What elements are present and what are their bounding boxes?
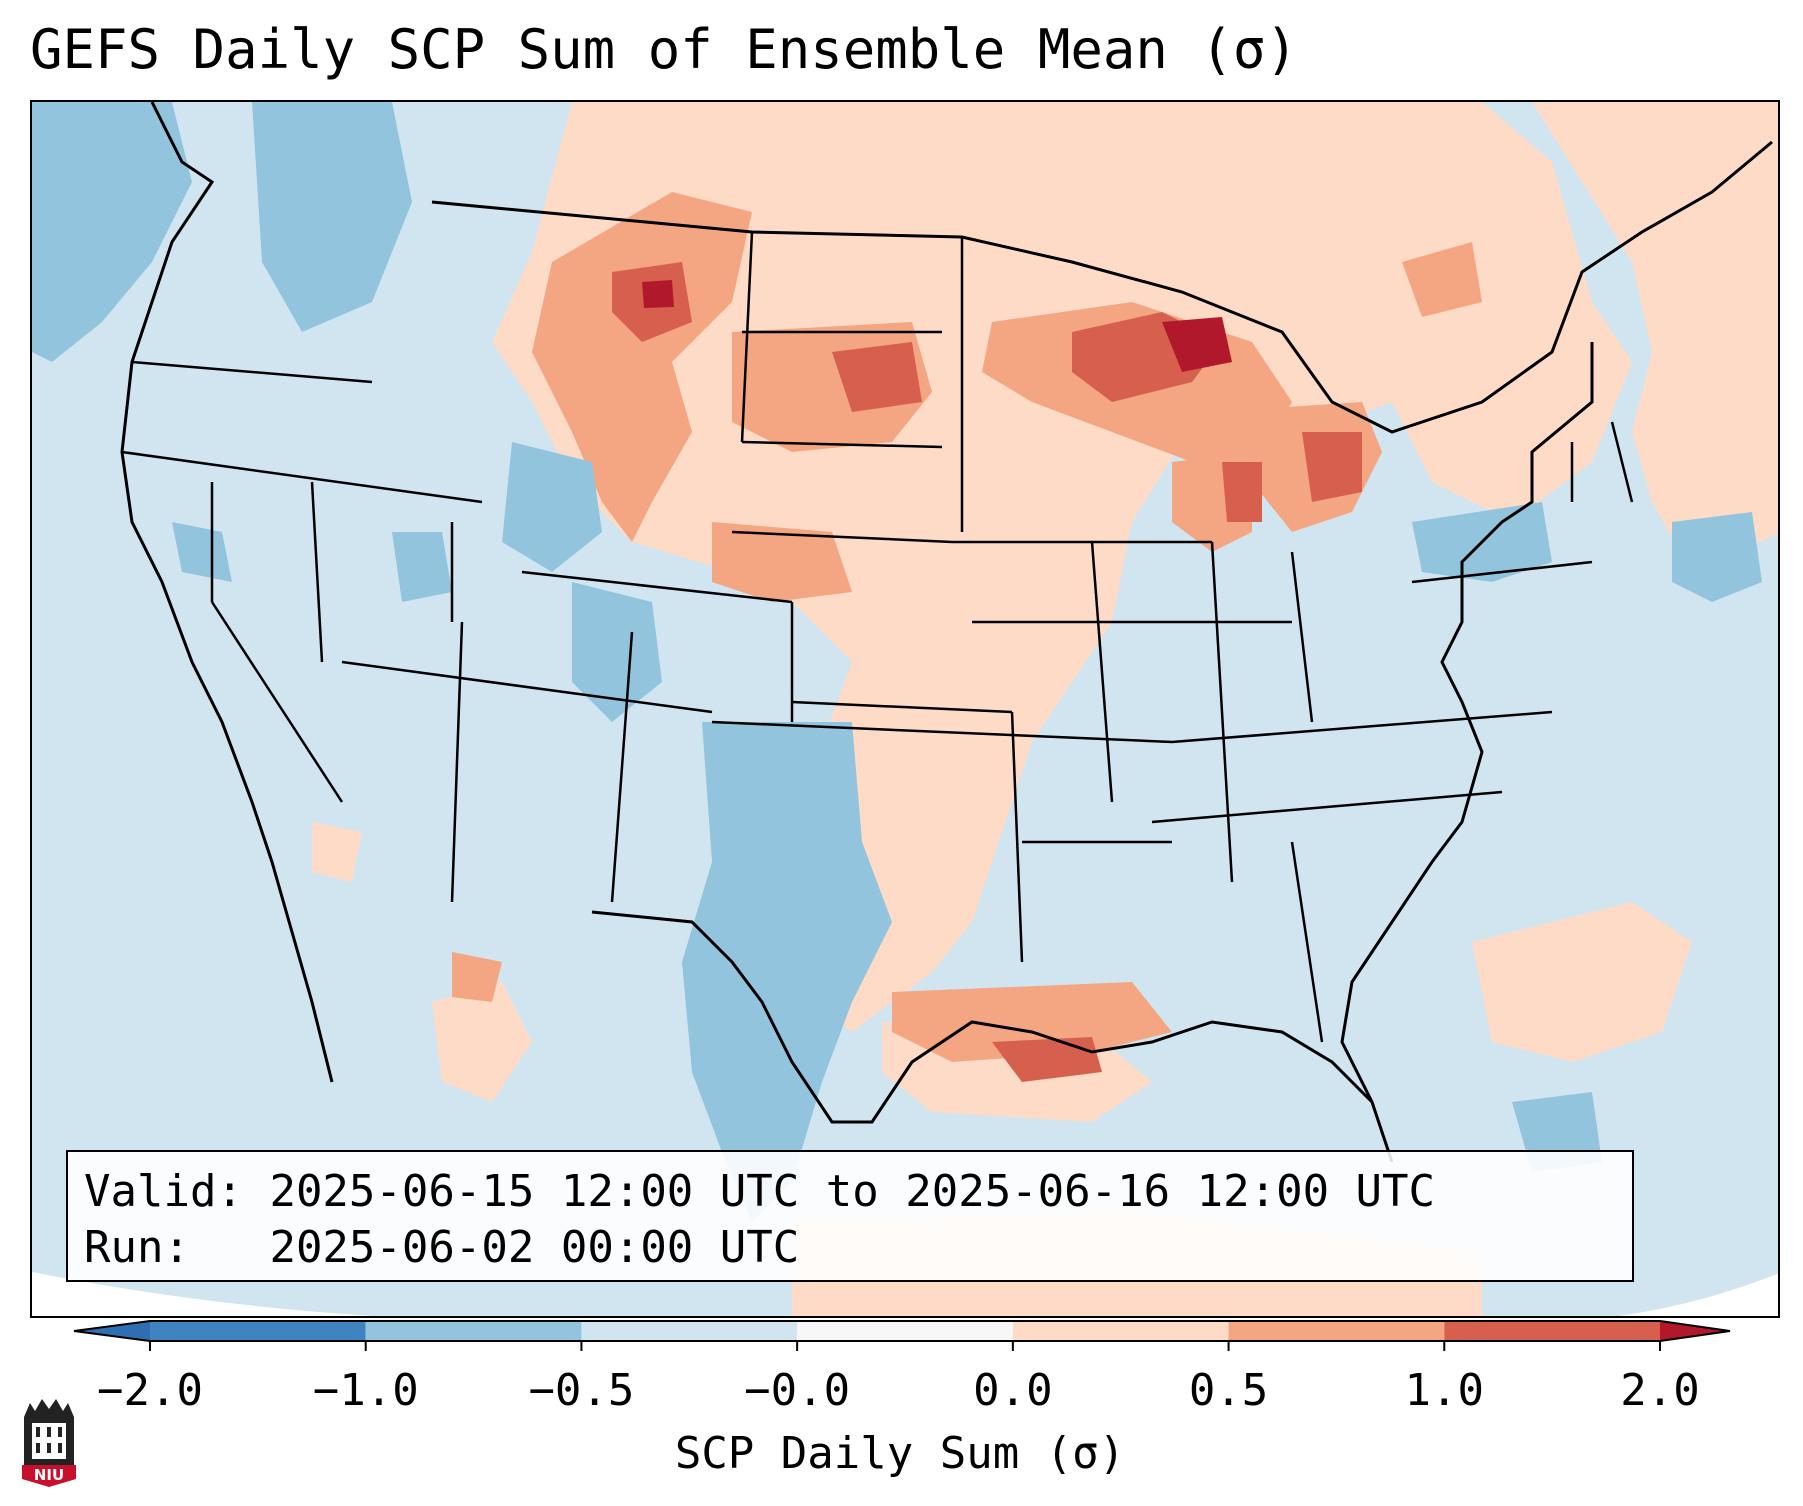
colorbar-bin [1660, 1321, 1730, 1341]
colorbar-bin [581, 1321, 798, 1341]
valid-time-box: Valid: 2025-06-15 12:00 UTC to 2025-06-1… [66, 1150, 1634, 1282]
colorbar-tick-label: −0.5 [528, 1365, 635, 1416]
off-domain-area [32, 1272, 374, 1316]
valid-label: Valid: [84, 1166, 243, 1217]
colorbar-label: SCP Daily Sum (σ) [674, 1428, 1126, 1479]
colorbar-tick-label: −0.0 [744, 1365, 851, 1416]
niu-tower-icon [22, 1399, 76, 1487]
colorbar [73, 1320, 1731, 1351]
colorbar-bin [797, 1321, 1013, 1341]
off-domain-area [1618, 1273, 1778, 1316]
colorbar-bin [1012, 1321, 1229, 1341]
run-value: 2025-06-02 00:00 UTC [269, 1222, 800, 1273]
anomaly-neg-0.5-1.0 [32, 102, 1762, 1222]
valid-line: Valid: 2025-06-15 12:00 UTC to 2025-06-1… [84, 1164, 1632, 1220]
scp-map[interactable] [32, 102, 1780, 1318]
colorbar-bin [1228, 1321, 1445, 1341]
anomaly-0.5-1.0 [452, 192, 1482, 1062]
colorbar-tick-label: 1.0 [1404, 1365, 1485, 1416]
valid-value: 2025-06-15 12:00 UTC to 2025-06-16 12:00… [269, 1166, 1436, 1217]
state-borders [121, 231, 1634, 1043]
colorbar-tick-label: −1.0 [312, 1365, 419, 1416]
colorbar-bin [1444, 1321, 1660, 1341]
colorbar-bin [74, 1321, 150, 1341]
colorbar-bin [150, 1321, 366, 1341]
run-line: Run: 2025-06-02 00:00 UTC [84, 1220, 1632, 1276]
country-borders [120, 102, 1773, 1163]
logo-text: NIU [33, 1466, 65, 1484]
chart-title: GEFS Daily SCP Sum of Ensemble Mean (σ) [30, 18, 1298, 81]
colorbar-tick-label: 2.0 [1620, 1365, 1700, 1416]
anomaly-gt-2.0 [642, 280, 1232, 372]
run-label: Run: [84, 1222, 190, 1273]
colorbar-tick-label: −2.0 [97, 1365, 203, 1416]
colorbar-tick-label: 0.5 [1188, 1365, 1269, 1416]
map-panel [30, 100, 1780, 1318]
colorbar-tick-label: 0.0 [973, 1365, 1053, 1416]
colorbar-bin [365, 1321, 582, 1341]
